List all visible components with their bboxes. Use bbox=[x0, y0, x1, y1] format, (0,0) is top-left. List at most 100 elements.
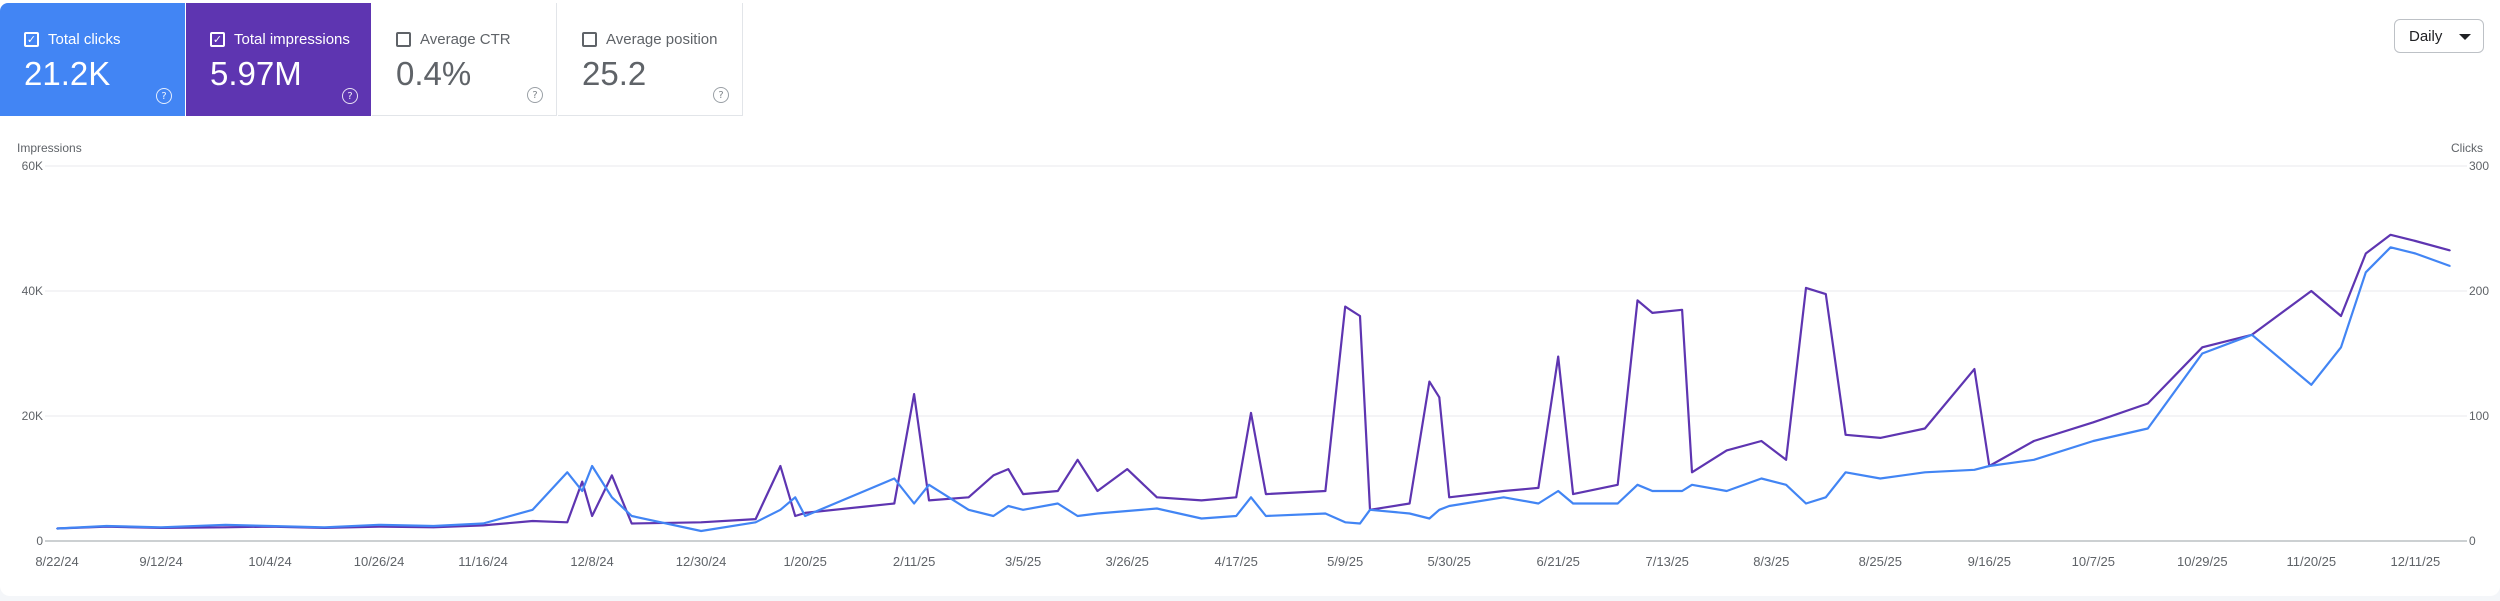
impressions-point bbox=[591, 515, 593, 517]
impressions-point bbox=[482, 524, 484, 527]
help-icon[interactable]: ? bbox=[342, 88, 358, 104]
impressions-point bbox=[794, 515, 796, 517]
x-tick-label: 10/26/24 bbox=[354, 554, 405, 569]
impressions-point bbox=[2389, 234, 2392, 236]
impressions-point bbox=[992, 474, 995, 477]
right-tick-label: 300 bbox=[2469, 159, 2489, 173]
caret-down-icon bbox=[2459, 34, 2471, 40]
impressions-point bbox=[1200, 499, 1203, 502]
clicks-point bbox=[1126, 510, 1128, 512]
clicks-point bbox=[1760, 477, 1763, 480]
clicks-point bbox=[1265, 515, 1267, 517]
clicks-point bbox=[2389, 246, 2392, 249]
metric-header: Average CTR bbox=[396, 29, 511, 49]
clicks-point bbox=[913, 502, 915, 505]
impressions-point bbox=[1076, 459, 1079, 461]
x-tick-label: 7/13/25 bbox=[1646, 554, 1689, 569]
x-tick-label: 11/20/25 bbox=[2286, 554, 2336, 569]
clicks-point bbox=[566, 471, 569, 474]
impressions-point bbox=[611, 474, 613, 477]
impressions-point bbox=[1022, 493, 1024, 495]
help-icon[interactable]: ? bbox=[527, 87, 543, 103]
impressions-point bbox=[2092, 421, 2095, 424]
metric-header: Average position bbox=[582, 29, 717, 49]
help-icon[interactable]: ? bbox=[713, 87, 729, 103]
impressions-point bbox=[2033, 440, 2035, 442]
right-tick-label: 0 bbox=[2469, 534, 2476, 548]
impressions-point bbox=[1537, 487, 1540, 489]
clicks-point bbox=[1448, 505, 1450, 507]
impressions-point bbox=[566, 521, 569, 524]
clicks-point bbox=[2414, 252, 2417, 255]
clicks-point bbox=[1636, 484, 1639, 486]
checkbox-unchecked-icon[interactable] bbox=[582, 31, 597, 47]
total-clicks-card[interactable]: ✓ Total clicks 21.2K? bbox=[0, 3, 185, 116]
clicks-point bbox=[591, 465, 593, 467]
clicks-point bbox=[2147, 427, 2149, 430]
clicks-point bbox=[1691, 484, 1693, 486]
impressions-point bbox=[1760, 440, 1763, 442]
checkbox-checked-icon[interactable]: ✓ bbox=[24, 31, 39, 47]
impressions-point bbox=[1616, 484, 1619, 486]
clicks-point bbox=[2449, 265, 2451, 267]
clicks-point bbox=[1805, 502, 1807, 505]
checkbox-unchecked-icon[interactable] bbox=[396, 31, 411, 47]
checkbox-checked-icon[interactable]: ✓ bbox=[210, 31, 225, 47]
impressions-point bbox=[1572, 493, 1574, 495]
clicks-point bbox=[1973, 469, 1976, 471]
clicks-point bbox=[1988, 465, 1991, 467]
clicks-point bbox=[863, 490, 866, 492]
clicks-point bbox=[1156, 507, 1158, 510]
impressions-point bbox=[630, 522, 633, 525]
x-tick-label: 3/5/25 bbox=[1005, 554, 1041, 569]
period-select[interactable]: Daily bbox=[2394, 19, 2484, 53]
x-tick-label: 10/4/24 bbox=[248, 554, 291, 569]
clicks-point bbox=[323, 526, 326, 529]
clicks-point bbox=[630, 515, 633, 517]
clicks-point bbox=[1369, 509, 1371, 511]
x-tick-label: 12/8/24 bbox=[570, 554, 613, 569]
impressions-point bbox=[1359, 315, 1361, 317]
total-impressions-card[interactable]: ✓ Total impressions 5.97M? bbox=[186, 3, 371, 116]
clicks-point bbox=[1324, 512, 1327, 515]
right-tick-label: 100 bbox=[2469, 409, 2489, 423]
clicks-point bbox=[1359, 522, 1361, 525]
average-ctr-card[interactable]: Average CTR 0.4%? bbox=[372, 3, 557, 116]
clicks-point bbox=[160, 526, 162, 529]
clicks-point bbox=[2033, 459, 2035, 461]
clicks-point bbox=[1344, 521, 1346, 524]
x-tick-label: 9/16/25 bbox=[1968, 554, 2011, 569]
metric-label: Total clicks bbox=[48, 30, 121, 48]
impressions-point bbox=[1785, 459, 1787, 461]
impressions-point bbox=[1448, 496, 1450, 499]
impressions-point bbox=[378, 525, 380, 528]
x-tick-label: 3/26/25 bbox=[1105, 554, 1148, 569]
x-tick-label: 11/16/24 bbox=[458, 554, 508, 569]
impressions-point bbox=[863, 505, 866, 508]
clicks-point bbox=[1537, 502, 1540, 505]
metric-label: Total impressions bbox=[234, 30, 350, 48]
impressions-point bbox=[1557, 355, 1559, 358]
clicks-point bbox=[482, 522, 484, 525]
x-tick-label: 10/29/25 bbox=[2177, 554, 2228, 569]
impressions-point bbox=[754, 518, 757, 520]
average-position-card[interactable]: Average position 25.2? bbox=[558, 3, 743, 116]
help-icon[interactable]: ? bbox=[156, 88, 172, 104]
impressions-point bbox=[1007, 468, 1010, 470]
clicks-point bbox=[56, 527, 58, 530]
clicks-point bbox=[1502, 496, 1505, 499]
x-tick-label: 12/30/24 bbox=[676, 554, 727, 569]
impressions-point bbox=[1879, 437, 1882, 439]
x-tick-label: 1/20/25 bbox=[783, 554, 826, 569]
clicks-point bbox=[1200, 517, 1203, 520]
impressions-point bbox=[2414, 240, 2417, 242]
impressions-point bbox=[1502, 490, 1505, 492]
clicks-point bbox=[1022, 509, 1024, 511]
clicks-point bbox=[700, 530, 702, 532]
clicks-point bbox=[2340, 346, 2342, 349]
clicks-series-line bbox=[56, 246, 2451, 533]
impressions-point bbox=[1844, 434, 1847, 436]
clicks-point bbox=[794, 496, 796, 499]
impressions-point bbox=[1681, 309, 1683, 311]
